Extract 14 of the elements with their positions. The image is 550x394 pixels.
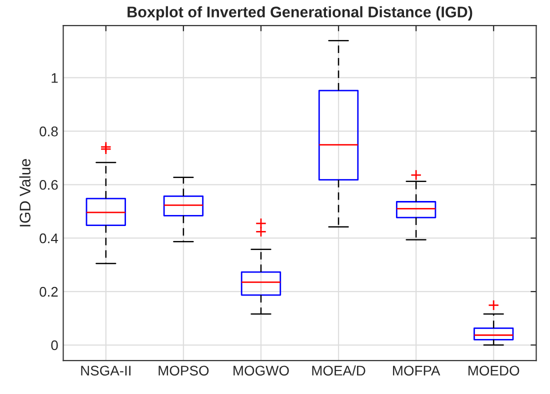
y-tick-label: 0.8 <box>40 126 58 136</box>
y-tick-label: 0.6 <box>40 180 58 190</box>
x-tick-label: MOFPA <box>393 366 440 376</box>
y-tick-label: 1 <box>52 73 58 83</box>
x-tick-label: MOGWO <box>234 366 289 376</box>
x-tick-label: MOEA/D <box>312 365 366 376</box>
chart-title: Boxplot of Inverted Generational Distance (IGD) <box>128 6 472 20</box>
y-tick-label: 0.4 <box>40 233 58 244</box>
y-axis-title: IGD Value <box>19 159 31 226</box>
y-tick-label: 0.2 <box>40 286 58 297</box>
x-tick-label: MOEDO <box>468 366 520 376</box>
x-tick-label: MOPSO <box>158 366 209 376</box>
x-tick-label: NSGA-II <box>81 366 130 376</box>
y-tick-label: 0 <box>51 340 58 350</box>
